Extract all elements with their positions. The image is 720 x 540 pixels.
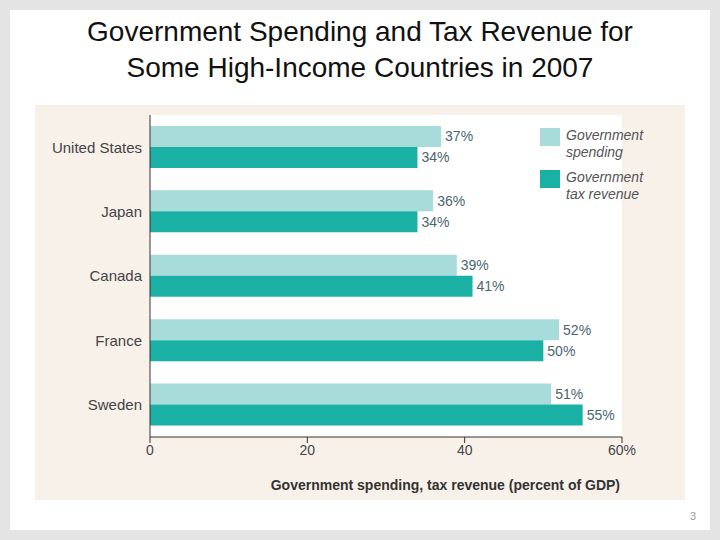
- html-text:Government Spending and Tax Re: Government Spending and Tax Revenue for …: [87, 16, 633, 83]
- svg-text:37%: 37%: [445, 128, 473, 144]
- html-text:3: 3: [689, 510, 696, 522]
- html-text:Government tax revenue: Government tax revenue: [566, 169, 643, 202]
- svg-text:41%: 41%: [477, 278, 505, 294]
- html-text:Government spending: Government spending: [566, 127, 643, 160]
- svg-text:34%: 34%: [421, 149, 449, 165]
- svg-text:Government spending, tax reven: Government spending, tax revenue (percen…: [271, 477, 620, 493]
- svg-text:51%: 51%: [555, 386, 583, 402]
- svg-text:Canada: Canada: [89, 267, 142, 284]
- svg-text:Japan: Japan: [101, 203, 142, 220]
- svg-text:52%: 52%: [563, 322, 591, 338]
- svg-text:France: France: [95, 332, 142, 349]
- svg-text:55%: 55%: [587, 407, 615, 423]
- svg-text:20: 20: [300, 442, 316, 458]
- svg-text:50%: 50%: [547, 343, 575, 359]
- svg-text:40: 40: [457, 442, 473, 458]
- svg-text:United States: United States: [52, 139, 142, 156]
- svg-text:Sweden: Sweden: [88, 396, 142, 413]
- svg-text:60%: 60%: [608, 442, 636, 458]
- svg-text:34%: 34%: [421, 214, 449, 230]
- svg-text:39%: 39%: [461, 257, 489, 273]
- svg-text:36%: 36%: [437, 193, 465, 209]
- svg-text:0: 0: [146, 442, 154, 458]
